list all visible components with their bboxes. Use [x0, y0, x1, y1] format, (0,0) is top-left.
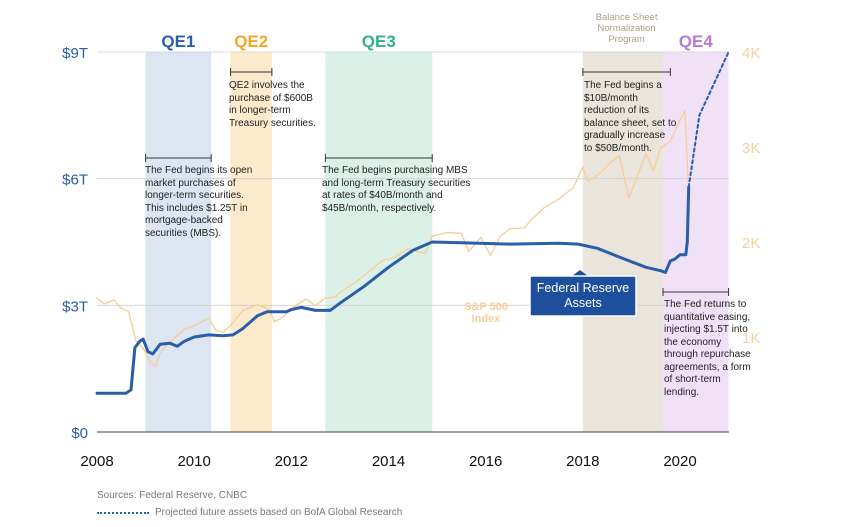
band-bsn	[582, 52, 663, 432]
annotation-qe4: The Fed returns to quantitative easing, in…	[664, 299, 751, 399]
annotation-balance-sheet: The Fed begins a $10B/month reduction of i…	[584, 80, 676, 155]
annotation-line: through repurchase	[664, 349, 751, 360]
fed-callout-box	[529, 275, 637, 317]
annotation-line: reduction of its	[584, 105, 650, 116]
band-label-qe1: QE1	[161, 32, 195, 51]
annotation-line: mortgage-backed	[145, 215, 223, 226]
sp500-label: S&P 500	[464, 301, 508, 313]
qe-bands	[145, 52, 729, 432]
annotation-line: gradually increase	[584, 130, 666, 141]
annotation-line: purchase of $600B	[229, 92, 313, 104]
band-qe1	[145, 52, 212, 432]
fed-callout-label: Assets	[564, 296, 602, 310]
sp500-label: Index	[472, 313, 502, 325]
footer-projection-text: Projected future assets based on BofA Gl…	[155, 507, 403, 518]
bsn-label-line: Balance Sheet	[596, 12, 658, 23]
fed-callout-pointer	[572, 270, 588, 276]
annotation-line: balance sheet, set to	[584, 117, 677, 129]
band-label-qe4: QE4	[679, 32, 714, 51]
annotation-line: injecting $1.5T into	[664, 324, 748, 335]
annotation-line: the economy	[664, 336, 722, 348]
x-tick-label: 2012	[275, 453, 308, 470]
band-qe4	[662, 52, 729, 432]
y-left-tick-label: $0	[71, 425, 88, 442]
footer-sources: Sources: Federal Reserve, CNBC	[97, 490, 248, 501]
annotation-line: in longer-term	[229, 105, 291, 116]
annotation-line: The Fed begins purchasing MBS	[322, 165, 468, 176]
annotation-line: longer-term securities.	[145, 190, 244, 201]
band-label-qe2: QE2	[234, 32, 268, 51]
axes: $0 $3T $6T $9T 1K 2K 3K 4K 2008 2010 2012 2014 2016 2…	[62, 45, 760, 470]
annotation-qe3: The Fed begins purchasing MBS and long-te…	[322, 165, 470, 215]
annotation-line: market purchases of	[145, 177, 236, 189]
annotation-line: to $50B/month.	[584, 142, 652, 154]
annotation-line: $10B/month	[584, 92, 638, 104]
y-left-tick-label: $9T	[62, 45, 88, 62]
series-line-federal-reserve-assets	[95, 185, 691, 395]
annotation-line: $45B/month, respectively.	[322, 202, 437, 214]
x-tick-label: 2018	[566, 453, 599, 470]
annotation-line: Treasury securities.	[229, 117, 316, 129]
y-right-tick-label: 1K	[742, 330, 760, 347]
annotation-qe2: QE2 involves the purchase of $600B in long…	[229, 80, 316, 130]
x-tick-label: 2020	[663, 453, 696, 470]
band-qe3	[325, 52, 433, 432]
series-line-projected-future-assets	[687, 51, 730, 189]
x-tick-label: 2008	[80, 453, 113, 470]
annotation-line: The Fed begins a	[584, 80, 662, 91]
annotation-line: This includes $1.25T in	[145, 202, 248, 214]
y-left-tick-label: $6T	[62, 172, 88, 189]
y-right-tick-label: 3K	[742, 140, 760, 157]
annotation-line: securities (MBS).	[145, 227, 222, 239]
annotation-line: quantitative easing,	[664, 311, 751, 323]
dashed-line-legend-icon	[97, 511, 149, 514]
annotation-line: QE2 involves the	[229, 80, 305, 91]
x-tick-label: 2014	[372, 453, 405, 470]
annotation-brackets	[145, 68, 730, 296]
annotation-line: agreements, a form	[664, 361, 751, 373]
annotation-line: The Fed returns to	[664, 299, 747, 310]
bsn-label-line: Program	[608, 34, 645, 45]
annotation-qe1: The Fed begins its open market purchases …	[145, 165, 252, 240]
x-tick-label: 2016	[469, 453, 502, 470]
band-label-qe3: QE3	[362, 32, 396, 51]
footer-projection: Projected future assets based on BofA Gl…	[97, 507, 402, 518]
annotation-line: at rates of $40B/month and	[322, 190, 443, 201]
annotation-line: of short-term	[664, 374, 721, 385]
x-tick-label: 2010	[177, 453, 210, 470]
fed-callout-label: Federal Reserve	[537, 281, 629, 295]
bsn-label-line: Normalization	[598, 23, 656, 34]
annotation-line: The Fed begins its open	[145, 165, 253, 176]
annotation-line: and long-term Treasury securities	[322, 177, 471, 189]
y-right-tick-label: 4K	[742, 45, 760, 62]
series	[95, 51, 730, 395]
y-right-tick-label: 2K	[742, 235, 760, 252]
band-labels: QE1 QE2 QE3 QE4 Balance SheetNormalizationPr…	[161, 12, 713, 51]
band-qe2	[230, 52, 272, 432]
y-left-tick-label: $3T	[62, 298, 88, 315]
annotation-line: lending.	[664, 386, 700, 398]
